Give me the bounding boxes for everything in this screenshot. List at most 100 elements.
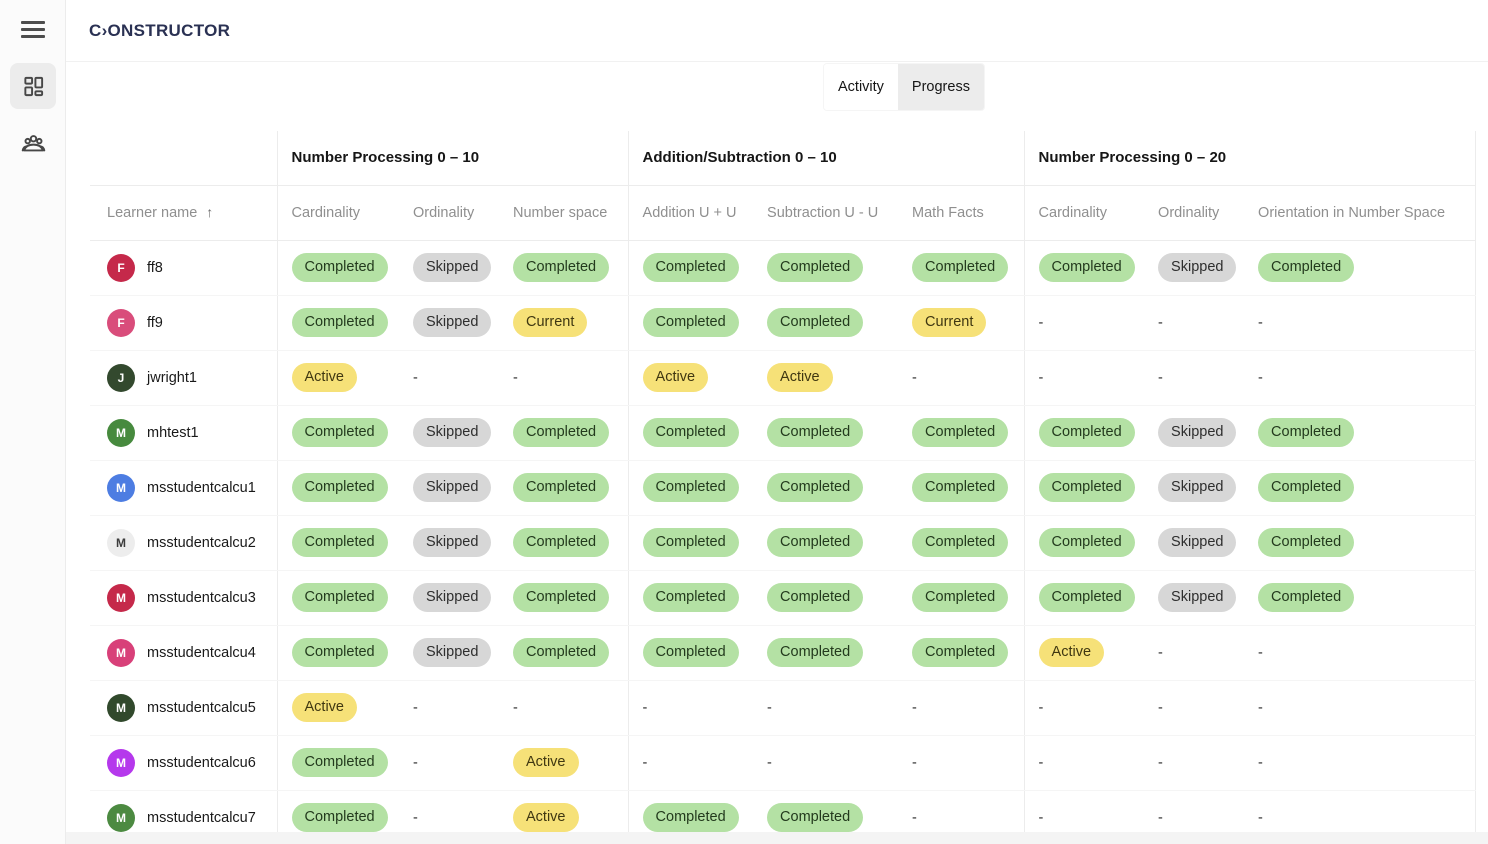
status-cell: Skipped bbox=[399, 295, 499, 351]
status-cell: Completed bbox=[276, 295, 399, 351]
status-cell: Completed bbox=[499, 240, 629, 296]
status-cell: Completed bbox=[898, 570, 1025, 626]
status-badge: Completed bbox=[642, 418, 739, 447]
status-cell: Completed bbox=[1023, 240, 1145, 296]
status-cell: Completed bbox=[1023, 570, 1145, 626]
status-cell: Completed bbox=[898, 625, 1025, 681]
status-cell: Skipped bbox=[1144, 405, 1245, 461]
status-cell: - bbox=[898, 680, 1025, 736]
status-cell: Active bbox=[1023, 625, 1145, 681]
status-cell: Completed bbox=[499, 460, 629, 516]
avatar: J bbox=[107, 363, 135, 392]
status-cell: Current bbox=[499, 295, 629, 351]
sidebar bbox=[0, 0, 66, 844]
empty-status: - bbox=[1038, 809, 1044, 826]
status-cell: - bbox=[499, 680, 629, 736]
status-cell: Active bbox=[276, 350, 399, 406]
tab-progress[interactable]: Progress bbox=[897, 64, 984, 110]
empty-status: - bbox=[912, 754, 917, 771]
people-group-icon bbox=[20, 131, 47, 155]
sidebar-item-dashboard[interactable] bbox=[10, 63, 56, 109]
empty-status: - bbox=[1158, 314, 1163, 331]
sidebar-item-learners[interactable] bbox=[10, 120, 56, 166]
learner-name: msstudentcalcu2 bbox=[147, 534, 256, 551]
empty-status: - bbox=[1258, 644, 1263, 661]
empty-status: - bbox=[1038, 314, 1044, 331]
status-cell: Completed bbox=[627, 625, 754, 681]
column-header: Subtraction U - U bbox=[753, 185, 899, 241]
learner-name: msstudentcalcu3 bbox=[147, 589, 256, 606]
status-badge: Completed bbox=[1038, 418, 1135, 447]
status-badge: Completed bbox=[513, 583, 610, 612]
empty-status: - bbox=[1158, 754, 1163, 771]
status-badge: Completed bbox=[1038, 473, 1135, 502]
status-cell: Completed bbox=[1244, 515, 1476, 571]
status-cell: - bbox=[898, 350, 1025, 406]
status-badge: Completed bbox=[1258, 253, 1355, 282]
learner-name: jwright1 bbox=[147, 369, 197, 386]
status-cell: - bbox=[1244, 350, 1476, 406]
sort-ascending-icon: ↑ bbox=[206, 204, 214, 220]
progress-table: Number Processing 0 – 10 Addition/Subtrac… bbox=[90, 131, 1476, 832]
status-badge: Completed bbox=[767, 638, 864, 667]
status-cell: Completed bbox=[753, 460, 899, 516]
status-cell: - bbox=[399, 790, 499, 832]
column-header: Ordinality bbox=[1144, 185, 1245, 241]
status-cell: - bbox=[1023, 295, 1145, 351]
column-header: Orientation in Number Space bbox=[1244, 185, 1476, 241]
dashboard-grid-icon bbox=[22, 75, 45, 98]
avatar: M bbox=[107, 693, 135, 722]
status-badge: Skipped bbox=[413, 418, 492, 447]
status-badge: Completed bbox=[912, 583, 1009, 612]
status-badge: Completed bbox=[767, 528, 864, 557]
status-cell: Skipped bbox=[399, 240, 499, 296]
status-cell: Skipped bbox=[1144, 570, 1245, 626]
status-cell: Completed bbox=[753, 240, 899, 296]
learner-name-header[interactable]: Learner name ↑ bbox=[90, 185, 277, 241]
empty-status: - bbox=[1158, 369, 1163, 386]
status-badge: Completed bbox=[642, 803, 739, 832]
avatar: M bbox=[107, 528, 135, 557]
status-cell: Skipped bbox=[399, 570, 499, 626]
status-cell: Completed bbox=[753, 625, 899, 681]
status-badge: Completed bbox=[291, 638, 388, 667]
status-badge: Skipped bbox=[413, 583, 492, 612]
status-badge: Active bbox=[291, 693, 357, 722]
status-cell: Completed bbox=[627, 405, 754, 461]
status-cell: Completed bbox=[627, 515, 754, 571]
status-badge: Completed bbox=[1038, 583, 1135, 612]
status-cell: - bbox=[898, 735, 1025, 791]
status-cell: Completed bbox=[276, 460, 399, 516]
status-cell: Completed bbox=[1023, 460, 1145, 516]
status-cell: Completed bbox=[276, 515, 399, 571]
status-badge: Completed bbox=[513, 418, 610, 447]
status-badge: Skipped bbox=[1158, 418, 1237, 447]
status-badge: Active bbox=[513, 748, 579, 777]
status-cell: - bbox=[399, 735, 499, 791]
status-badge: Current bbox=[912, 308, 987, 337]
brand-logo: C›ONSTRUCTOR bbox=[89, 20, 231, 40]
hamburger-menu-icon[interactable] bbox=[21, 21, 45, 41]
empty-status: - bbox=[767, 754, 772, 771]
learner-name: ff8 bbox=[147, 259, 163, 276]
status-cell: - bbox=[1023, 790, 1145, 832]
status-badge: Completed bbox=[642, 528, 739, 557]
status-cell: - bbox=[627, 680, 754, 736]
tab-activity[interactable]: Activity bbox=[824, 64, 898, 110]
status-badge: Current bbox=[513, 308, 588, 337]
